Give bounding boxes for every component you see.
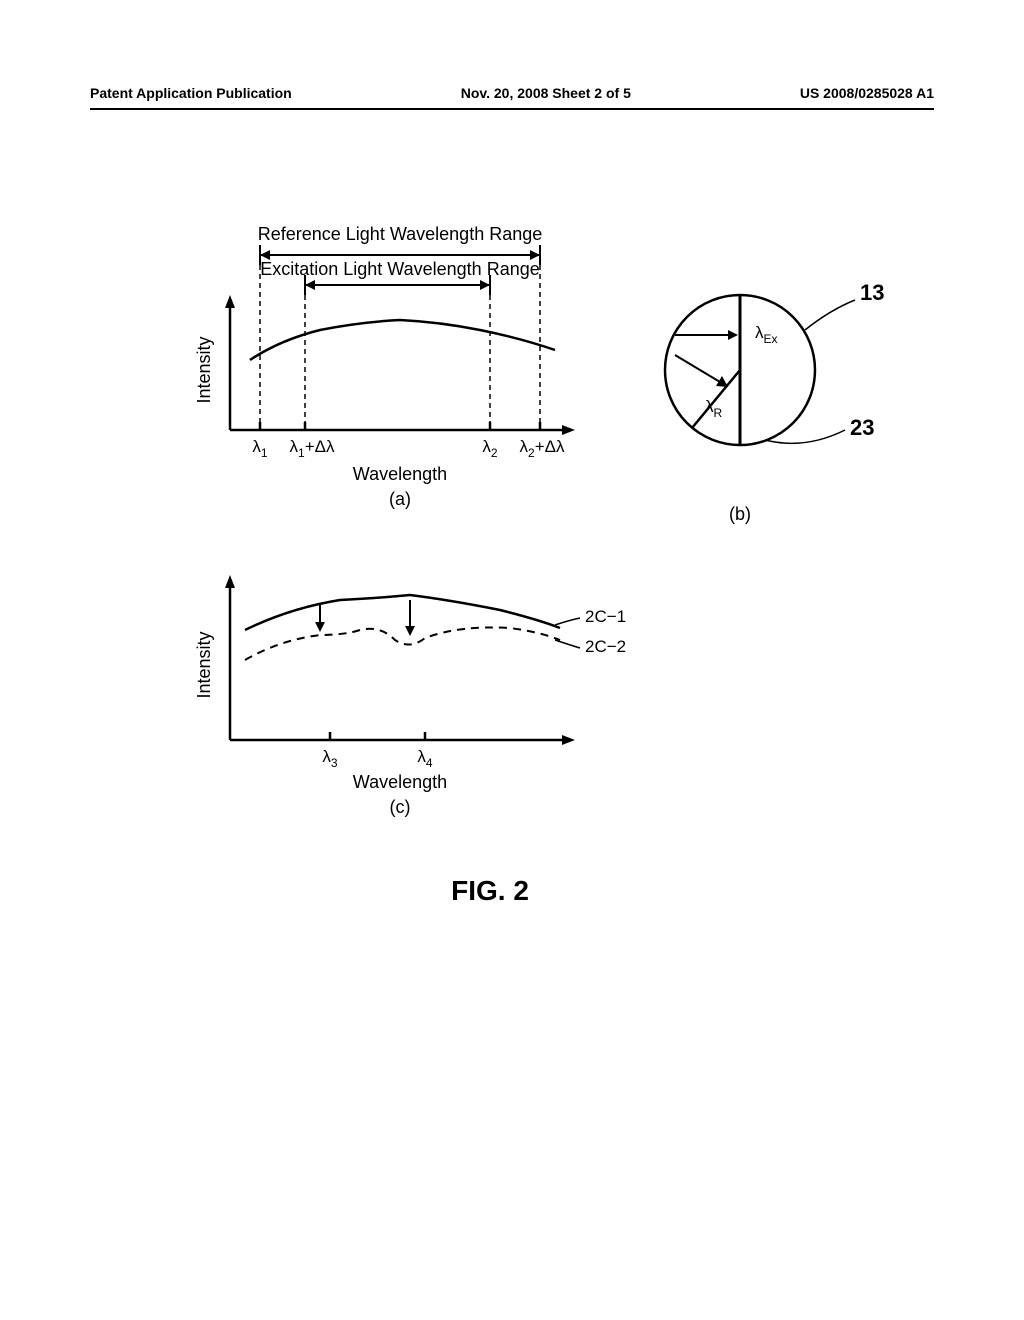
- callout-13: 13: [860, 280, 884, 305]
- curve-2c1-label: 2C−1: [585, 607, 626, 626]
- header-right: US 2008/0285028 A1: [800, 85, 934, 101]
- header-left: Patent Application Publication: [90, 85, 292, 101]
- figure-container: Reference Light Wavelength Range Excitat…: [130, 200, 900, 1000]
- page-header: Patent Application Publication Nov. 20, …: [0, 85, 1024, 101]
- chart-a-xlabel: Wavelength: [353, 464, 447, 484]
- chart-b: λEx λR 13 23 (b): [665, 280, 884, 524]
- figure-title: FIG. 2: [451, 875, 529, 906]
- chart-c: Intensity 2C−1 2C−2 λ3: [194, 575, 626, 817]
- chart-c-sub: (c): [390, 797, 411, 817]
- exc-range-label: Excitation Light Wavelength Range: [260, 259, 540, 279]
- chart-c-xlabel: Wavelength: [353, 772, 447, 792]
- chart-c-ylabel: Intensity: [194, 631, 214, 698]
- chart-b-sub: (b): [729, 504, 751, 524]
- header-center: Nov. 20, 2008 Sheet 2 of 5: [461, 85, 631, 101]
- lambda-ex: λEx: [755, 323, 778, 346]
- chart-a-ylabel: Intensity: [194, 336, 214, 403]
- curve-2c2-label: 2C−2: [585, 637, 626, 656]
- header-rule: [90, 108, 934, 110]
- callout-23: 23: [850, 415, 874, 440]
- chart-a-sub: (a): [389, 489, 411, 509]
- chart-a: Reference Light Wavelength Range Excitat…: [194, 224, 575, 509]
- xtick-a1: λ1: [252, 437, 268, 460]
- xtick-c1: λ3: [322, 747, 338, 770]
- xtick-a3: λ2: [482, 437, 498, 460]
- xtick-c2: λ4: [417, 747, 433, 770]
- ref-range-label: Reference Light Wavelength Range: [258, 224, 543, 244]
- xtick-a4: λ2+Δλ: [520, 437, 565, 460]
- xtick-a2: λ1+Δλ: [290, 437, 335, 460]
- figure-svg: Reference Light Wavelength Range Excitat…: [130, 200, 900, 1000]
